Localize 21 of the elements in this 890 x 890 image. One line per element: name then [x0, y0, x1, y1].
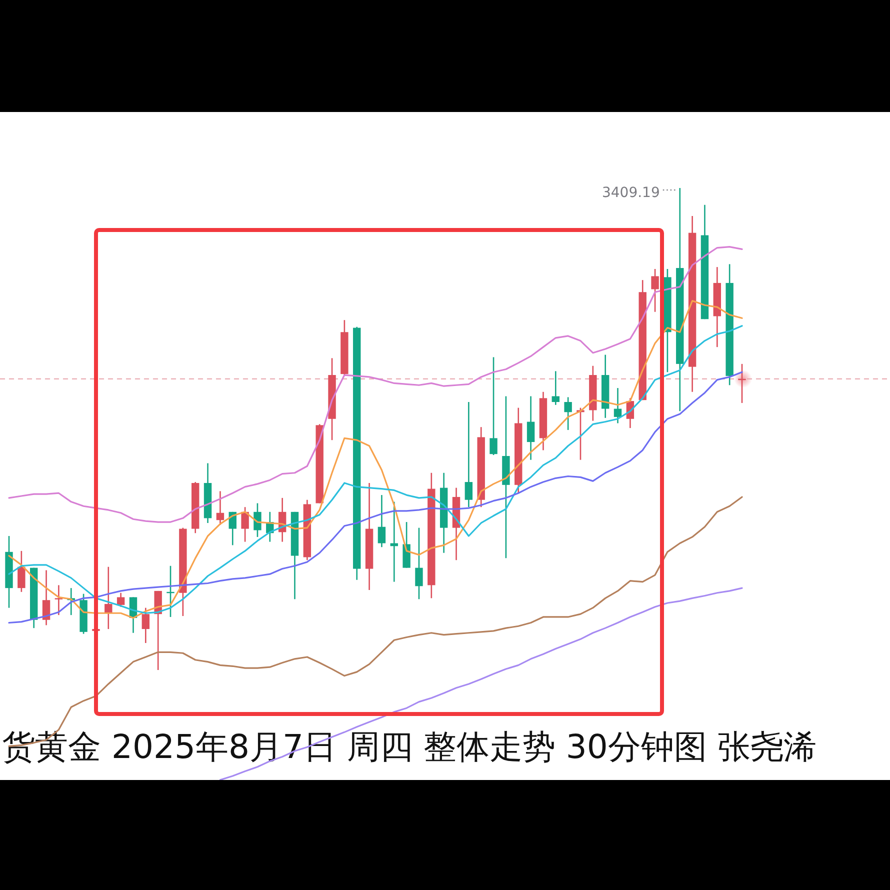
candlestick — [614, 387, 622, 424]
candlestick — [116, 592, 125, 608]
candlestick — [254, 502, 262, 538]
candlestick — [552, 370, 560, 406]
candlestick — [378, 494, 386, 548]
candlestick — [104, 566, 112, 630]
candlestick — [42, 570, 50, 626]
candlestick — [564, 396, 572, 431]
candlestick — [651, 268, 659, 313]
candlestick — [526, 396, 535, 460]
candlestick — [402, 521, 410, 568]
candlestick — [390, 501, 398, 582]
annotation: 3409.19 — [602, 185, 660, 201]
candlestick — [54, 584, 63, 616]
candlestick — [490, 356, 498, 456]
candlestick — [216, 490, 224, 526]
candlestick — [241, 506, 249, 542]
candlestick — [142, 607, 150, 644]
candlestick — [464, 401, 473, 508]
candlestick — [18, 550, 26, 593]
candlestick — [415, 527, 423, 600]
